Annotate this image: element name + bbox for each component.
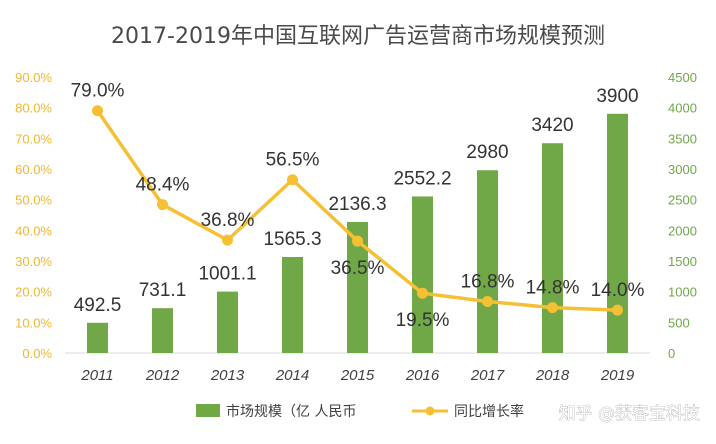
bar-value-label: 731.1: [139, 280, 187, 301]
bar-value-label: 492.5: [74, 295, 122, 316]
line-value-label: 14.8%: [526, 278, 580, 299]
line-point: [222, 234, 233, 246]
left-tick-label: 20.0%: [15, 285, 52, 300]
bar: [412, 196, 433, 353]
bar: [87, 322, 108, 353]
line-value-label: 16.8%: [461, 271, 515, 292]
bar-labels: 492.5 731.1 1001.1 1565.3 2136.3 2552.2 2980 34…: [74, 86, 639, 316]
line-point: [287, 174, 298, 186]
right-tick-label: 2500: [668, 193, 697, 208]
right-tick-label: 1000: [668, 285, 697, 300]
x-tick-label: 2015: [340, 367, 375, 384]
bar: [542, 143, 563, 353]
bar-value-label: 2552.2: [393, 168, 451, 189]
line-value-label: 48.4%: [136, 175, 190, 196]
right-axis: 0 500 1000 1500 2000 2500 3000 3500 4000 4500: [668, 70, 697, 361]
bar: [282, 256, 303, 353]
line-value-label: 36.8%: [201, 210, 255, 231]
x-axis: 2011 2012 2013 2014 2015 2016 2017 2018 2019: [65, 352, 650, 384]
left-tick-label: 0.0%: [22, 346, 52, 361]
x-tick-label: 2014: [275, 367, 309, 384]
x-tick-label: 2019: [600, 367, 635, 384]
left-tick-label: 70.0%: [15, 131, 52, 146]
left-tick-label: 30.0%: [15, 254, 52, 269]
bar: [477, 170, 498, 353]
line-point: [92, 105, 103, 117]
legend-bar-label: 市场规模（亿 人民币: [226, 403, 356, 420]
legend-line-marker: [425, 406, 435, 416]
bar: [347, 221, 368, 353]
bar-value-label: 2136.3: [328, 194, 386, 215]
x-tick-label: 2016: [405, 367, 440, 384]
line-value-label: 14.0%: [591, 280, 645, 301]
watermark: 知乎 @获客宝科技: [559, 404, 700, 424]
line-point: [157, 199, 168, 211]
line-point: [547, 302, 558, 314]
right-tick-label: 1500: [668, 254, 697, 269]
right-tick-label: 0: [668, 346, 675, 361]
x-tick-label: 2018: [535, 367, 570, 384]
left-tick-label: 90.0%: [15, 70, 52, 85]
line-value-label: 19.5%: [396, 310, 450, 331]
legend-line-label: 同比增长率: [454, 403, 524, 420]
bar: [607, 113, 628, 353]
x-tick-label: 2017: [470, 367, 505, 384]
right-tick-label: 500: [668, 315, 690, 330]
left-tick-label: 40.0%: [15, 223, 52, 238]
left-tick-label: 60.0%: [15, 162, 52, 177]
bar: [152, 308, 173, 353]
left-axis: 0.0% 10.0% 20.0% 30.0% 40.0% 50.0% 60.0% 70.0% 8…: [15, 70, 52, 361]
right-tick-label: 2000: [668, 223, 697, 238]
chart-title: 2017-2019年中国互联网广告运营商市场规模预测: [111, 24, 605, 49]
line-point: [612, 304, 623, 316]
right-tick-label: 4000: [668, 101, 697, 116]
right-tick-label: 3500: [668, 131, 697, 146]
line-point: [417, 287, 428, 299]
right-tick-label: 3000: [668, 162, 697, 177]
bar-value-label: 3900: [596, 86, 638, 107]
line-point: [482, 295, 493, 307]
bar: [217, 291, 238, 353]
legend-bar-swatch: [196, 404, 220, 417]
bar-value-label: 1565.3: [263, 229, 321, 250]
bar-series: [87, 113, 628, 353]
bar-value-label: 2980: [466, 142, 508, 163]
x-tick-label: 2011: [80, 367, 113, 384]
x-tick-label: 2012: [145, 367, 180, 384]
line-value-label: 79.0%: [71, 81, 125, 102]
right-tick-label: 4500: [668, 70, 697, 85]
line-labels: 79.0% 48.4% 36.8% 56.5% 36.5% 19.5% 16.8% 14.8%…: [71, 81, 645, 331]
line-point: [352, 235, 363, 247]
line-value-label: 56.5%: [266, 150, 320, 171]
left-tick-label: 50.0%: [15, 193, 52, 208]
line-series: [92, 105, 623, 316]
left-tick-label: 10.0%: [15, 315, 52, 330]
legend: 市场规模（亿 人民币 同比增长率: [196, 403, 524, 420]
bar-value-label: 1001.1: [198, 264, 256, 285]
left-tick-label: 80.0%: [15, 101, 52, 116]
line-value-label: 36.5%: [331, 258, 385, 279]
x-tick-label: 2013: [210, 367, 245, 384]
bar-value-label: 3420: [531, 115, 573, 136]
